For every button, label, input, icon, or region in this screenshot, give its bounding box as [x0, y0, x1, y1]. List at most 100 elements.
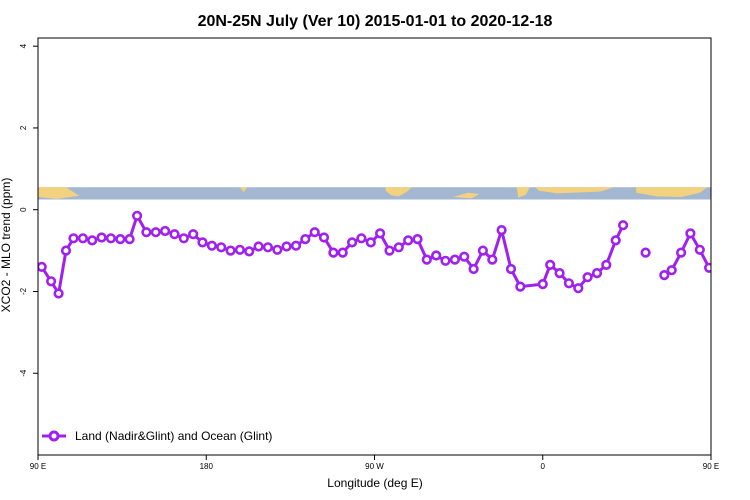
x-tick-label: 90 E	[30, 462, 46, 471]
data-point	[724, 290, 732, 298]
data-point	[262, 242, 274, 253]
legend: Land (Nadir&Glint) and Ocean (Glint)	[42, 429, 272, 443]
land-mass	[636, 187, 708, 197]
data-point	[197, 237, 208, 248]
legend-swatch-marker	[48, 430, 60, 442]
data-point	[384, 245, 395, 256]
data-point	[601, 259, 612, 271]
data-point	[440, 255, 451, 266]
data-point	[216, 242, 227, 253]
data-point	[496, 225, 507, 236]
data-point	[431, 250, 442, 261]
data-point	[290, 240, 302, 251]
ocean-band	[38, 187, 711, 200]
land-mass	[385, 187, 412, 197]
data-point	[591, 268, 603, 279]
data-point	[412, 234, 423, 245]
data-point	[96, 232, 107, 243]
data-point	[573, 283, 584, 294]
data-point	[545, 259, 556, 271]
data-point	[515, 281, 526, 292]
y-tick-label: -2	[19, 287, 28, 295]
land-masses	[38, 187, 708, 199]
data-point	[449, 254, 461, 265]
data-point	[234, 244, 245, 255]
y-tick-label: 0	[19, 207, 28, 212]
chart-title: 20N-25N July (Ver 10) 2015-01-01 to 2020…	[198, 13, 553, 30]
land-mass	[38, 187, 80, 199]
data-point	[87, 235, 98, 246]
y-tick-label: 2	[19, 125, 28, 130]
data-point	[733, 249, 741, 257]
x-axis-label: Longitude (deg E)	[327, 476, 422, 490]
x-tick-label: 90 E	[703, 462, 719, 471]
land-mass	[453, 192, 480, 199]
x-tick-label: 180	[200, 462, 214, 471]
data-point	[160, 225, 171, 237]
data-point	[253, 241, 264, 252]
data-point	[659, 270, 670, 281]
data-point	[115, 234, 126, 245]
x-axis: 90 E 180 90 W 0 90 E	[30, 455, 719, 471]
data-point	[393, 242, 404, 253]
data-point	[487, 254, 498, 265]
data-point	[68, 233, 79, 244]
data-point	[537, 279, 548, 290]
land-mass	[535, 187, 614, 194]
data-point	[150, 227, 161, 238]
data-point	[318, 232, 330, 243]
data-point	[468, 263, 479, 275]
data-point	[206, 240, 217, 251]
data-point	[124, 234, 135, 245]
data-point	[666, 265, 677, 276]
data-point	[610, 235, 621, 246]
data-point	[300, 234, 311, 245]
data-point	[715, 278, 723, 286]
data-point	[477, 245, 489, 256]
data-point	[225, 245, 236, 256]
data-point	[337, 247, 348, 258]
data-point	[60, 245, 72, 256]
data-point	[141, 227, 152, 238]
data-point	[563, 278, 575, 289]
data-point	[244, 246, 255, 257]
data-point	[178, 233, 189, 244]
data-point	[45, 276, 57, 287]
data-point	[459, 251, 470, 262]
x-tick-label: 0	[541, 462, 546, 471]
data-point	[403, 235, 414, 246]
y-tick-label: 4	[19, 43, 28, 48]
data-point	[53, 288, 64, 299]
data-point	[582, 272, 593, 283]
data-point	[77, 233, 88, 244]
plot-frame	[37, 37, 712, 456]
data-point	[365, 237, 376, 248]
data-point	[188, 229, 199, 240]
x-tick-label: 90 W	[365, 462, 384, 471]
data-point	[356, 233, 367, 244]
data-point	[421, 254, 432, 265]
y-tick-label: -4	[19, 369, 28, 377]
land-mass	[516, 187, 530, 198]
data-point	[694, 244, 705, 255]
legend-label: Land (Nadir&Glint) and Ocean (Glint)	[75, 429, 272, 443]
y-axis-label: XCO2 - MLO trend (ppm)	[0, 178, 13, 313]
data-point	[272, 244, 283, 255]
series-layer	[38, 210, 741, 299]
series-line	[663, 231, 711, 277]
map-strip	[38, 187, 711, 200]
data-point	[38, 261, 47, 272]
data-point	[675, 247, 687, 258]
data-point	[685, 228, 696, 239]
data-point	[105, 233, 116, 244]
y-axis: 4 2 0 -2 -4	[19, 43, 38, 377]
data-point	[375, 228, 386, 239]
data-point	[169, 229, 180, 240]
data-point	[640, 247, 651, 258]
data-point	[309, 227, 320, 238]
data-point	[704, 262, 711, 273]
data-point	[505, 263, 517, 275]
data-point	[617, 220, 629, 231]
data-point	[554, 268, 565, 279]
